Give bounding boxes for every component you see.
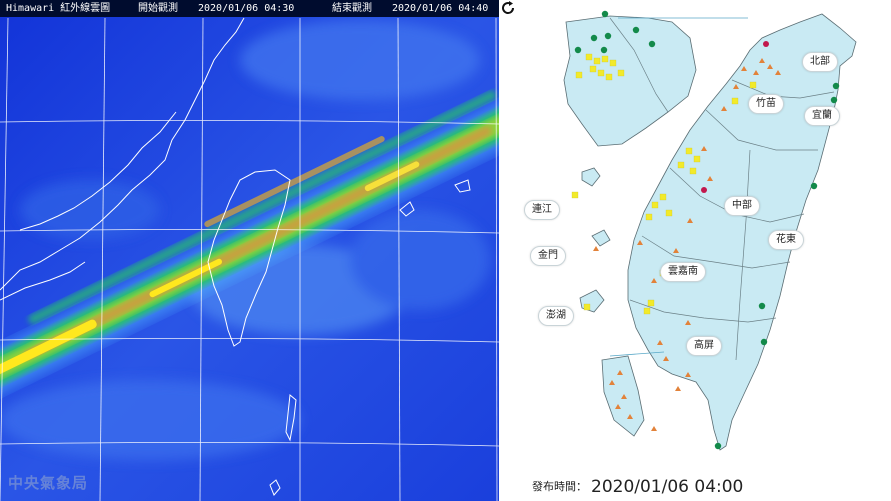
start-label: 開始觀測 xyxy=(138,3,178,14)
satellite-header: Himawari 紅外線雲圖 開始觀測 2020/01/06 04:30 結束觀… xyxy=(0,0,499,17)
inset-island xyxy=(563,15,697,147)
cloud-band xyxy=(0,82,499,406)
start-time: 2020/01/06 04:30 xyxy=(198,3,295,14)
taiwan-island xyxy=(627,13,857,451)
end-label: 結束觀測 xyxy=(332,3,372,14)
region-label-central[interactable]: 中部 xyxy=(724,196,760,216)
lat-lon-grid xyxy=(0,17,499,501)
taiwan-map xyxy=(563,10,857,451)
cwb-logo: 中央氣象局 xyxy=(8,474,89,492)
region-label-hualien[interactable]: 花東 xyxy=(768,230,804,250)
region-label-kinmen[interactable]: 金門 xyxy=(530,246,566,266)
region-label-lianjiang[interactable]: 連江 xyxy=(524,200,560,220)
coastline xyxy=(0,17,471,496)
satellite-title: Himawari 紅外線雲圖 xyxy=(6,3,111,14)
region-label-zhumiao[interactable]: 竹苗 xyxy=(748,94,784,114)
inset-connector-2 xyxy=(609,351,665,357)
publish-time-value: 2020/01/06 04:00 xyxy=(591,477,744,497)
satellite-panel: Himawari 紅外線雲圖 開始觀測 2020/01/06 04:30 結束觀… xyxy=(0,0,499,501)
region-label-yilan[interactable]: 宜蘭 xyxy=(804,106,840,126)
publish-time: 發布時間： 2020/01/06 04:00 xyxy=(532,477,743,497)
lianjiang-island xyxy=(581,167,601,187)
satellite-image xyxy=(0,0,499,501)
end-time: 2020/01/06 04:40 xyxy=(392,3,489,14)
refresh-icon[interactable] xyxy=(500,0,516,16)
kinmen-island xyxy=(591,229,611,247)
station-markers xyxy=(571,10,840,450)
unhealthy-stations xyxy=(701,41,769,193)
region-label-yunjia[interactable]: 雲嘉南 xyxy=(660,262,706,282)
region-label-gaoping[interactable]: 高屏 xyxy=(686,336,722,356)
publish-time-label: 發布時間： xyxy=(532,480,587,493)
sensitive-stations xyxy=(593,58,781,431)
air-quality-map: 北部 竹苗 宜蘭 中部 花東 雲嘉南 高屏 連江 金門 澎湖 發布時間： 2020… xyxy=(500,0,891,501)
region-boundaries xyxy=(609,17,835,361)
penghu-island xyxy=(579,289,605,313)
good-stations xyxy=(574,10,840,450)
land-areas xyxy=(563,13,857,451)
region-label-north[interactable]: 北部 xyxy=(802,52,838,72)
region-label-penghu[interactable]: 澎湖 xyxy=(538,306,574,326)
